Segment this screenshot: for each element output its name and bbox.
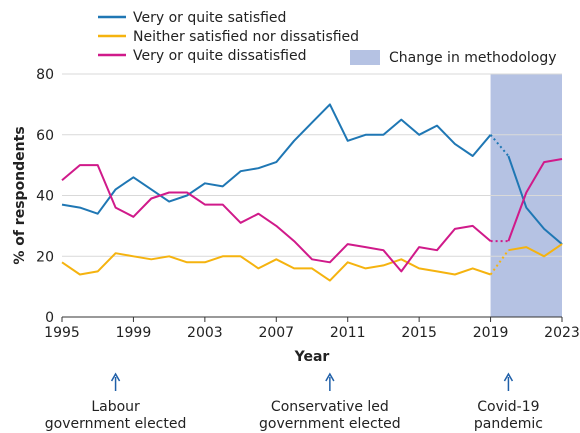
y-tick-label: 80 [36,67,54,83]
x-tick-label: 1999 [116,325,152,341]
series-line-0-after [507,155,563,245]
series-line-1-before [61,252,491,282]
x-tick-label: 2011 [330,325,366,341]
annotation-label: government elected [259,416,401,432]
annotation-label: Labour [91,399,140,415]
x-tick-label: 2015 [401,325,437,341]
annotation-label: government elected [45,416,187,432]
annotation-label: pandemic [474,416,543,432]
annotation-label: Covid-19 [477,399,539,415]
y-tick-label: 0 [45,310,54,326]
legend-label: Very or quite satisfied [133,10,286,26]
annotation-arrowhead [503,372,514,382]
x-tick-label: 2023 [544,325,580,341]
x-axis-title: Year [294,349,330,365]
legend-swatch-methodology [350,50,380,65]
series-line-2-after [507,158,563,242]
annotation-arrowhead [325,372,335,382]
annotation-arrowhead [110,372,121,382]
series-line-0-before [61,103,492,215]
series-line-1-after [508,243,563,258]
series-line-2-before [61,164,492,273]
y-tick-label: 20 [36,249,54,265]
x-tick-label: 1995 [44,325,80,341]
series-line-1-bridge [489,249,510,276]
legend-label: Very or quite dissatisfied [133,48,307,64]
x-tick-label: 2003 [187,325,223,341]
legend-label: Neither satisfied nor dissatisfied [133,29,359,45]
legend-label-methodology: Change in methodology [389,50,557,66]
y-axis-title: % of respondents [12,126,28,264]
annotation-label: Conservative led [271,399,389,415]
x-tick-label: 2007 [258,325,294,341]
y-tick-label: 60 [36,128,54,144]
x-tick-label: 2019 [473,325,509,341]
y-tick-label: 40 [36,189,54,205]
